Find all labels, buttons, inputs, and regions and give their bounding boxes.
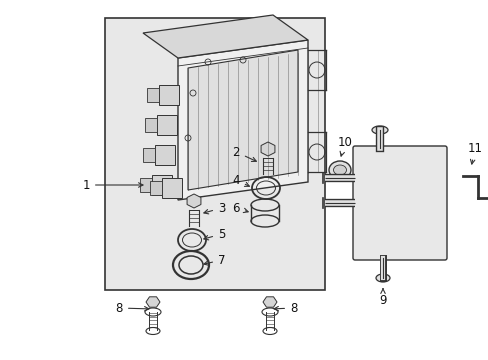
Polygon shape <box>187 50 297 190</box>
Polygon shape <box>145 118 157 132</box>
Polygon shape <box>187 194 201 208</box>
Ellipse shape <box>333 165 346 175</box>
Polygon shape <box>159 85 179 105</box>
Text: 5: 5 <box>203 228 225 240</box>
Polygon shape <box>157 115 177 135</box>
Polygon shape <box>150 181 162 195</box>
Polygon shape <box>147 88 159 102</box>
Text: 8: 8 <box>273 302 297 315</box>
Text: 1: 1 <box>82 179 142 192</box>
Polygon shape <box>178 40 307 200</box>
Ellipse shape <box>328 161 350 179</box>
Text: 6: 6 <box>232 202 248 215</box>
Polygon shape <box>142 15 307 58</box>
Text: 8: 8 <box>115 302 149 315</box>
Text: 4: 4 <box>232 174 249 186</box>
Polygon shape <box>155 145 175 165</box>
FancyBboxPatch shape <box>105 18 325 290</box>
Polygon shape <box>146 297 160 307</box>
Text: 2: 2 <box>232 145 256 161</box>
Text: 9: 9 <box>379 289 386 307</box>
Ellipse shape <box>375 274 389 282</box>
Polygon shape <box>152 175 172 195</box>
Polygon shape <box>142 148 155 162</box>
Text: 10: 10 <box>337 135 352 156</box>
Text: 3: 3 <box>203 202 225 215</box>
FancyBboxPatch shape <box>352 146 446 260</box>
Polygon shape <box>162 178 182 198</box>
Polygon shape <box>140 178 152 192</box>
Text: 7: 7 <box>203 253 225 266</box>
Polygon shape <box>263 297 276 307</box>
Text: 11: 11 <box>467 141 482 164</box>
Polygon shape <box>261 142 274 156</box>
Ellipse shape <box>371 126 387 134</box>
